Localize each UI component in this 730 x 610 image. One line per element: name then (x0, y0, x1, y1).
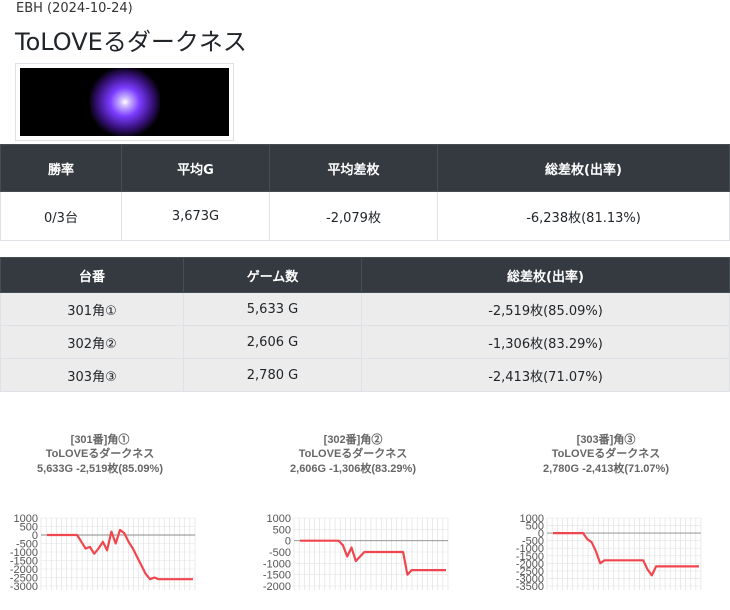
summary-total-diff: -6,238枚(81.13%) (437, 191, 730, 241)
chart-card-302: [302番]角② ToLOVEるダークネス 2,606G -1,306枚(83.29… (253, 409, 453, 610)
y-tick-label: -500 (269, 547, 291, 559)
y-tick-label: -2500 (516, 566, 544, 578)
chart-title-line: 2,606G -1,306枚(83.29%) (290, 461, 416, 475)
chart-title-line: ToLOVEるダークネス (552, 446, 661, 460)
y-tick-label: -2500 (10, 573, 38, 585)
y-tick-label: -1000 (10, 547, 38, 559)
page-title: ToLOVEるダークネス (15, 28, 247, 56)
table-row[interactable]: 303角③ 2,780 G -2,413枚(71.07%) (0, 358, 730, 392)
summary-winrate: 0/3台 (0, 191, 122, 241)
thumbnail-image (20, 68, 229, 136)
y-tick-label: -1500 (263, 570, 291, 582)
y-tick-label: -1500 (516, 551, 544, 563)
y-tick-label: -3000 (516, 573, 544, 585)
table-row[interactable]: 301角① 5,633 G -2,519枚(85.09%) (0, 292, 730, 326)
y-tick-label: 1000 (267, 513, 291, 525)
y-tick-label: -2000 (263, 581, 291, 593)
y-tick-label: -3500 (516, 581, 544, 593)
summary-table: 勝率 平均G 平均差枚 総差枚(出率) 0/3台 3,673G -2,079枚 … (0, 144, 730, 241)
chart-grid (293, 517, 449, 590)
chart-grid (546, 517, 702, 590)
machines-header-diff: 総差枚(出率) (361, 257, 730, 293)
y-tick-label: 0 (538, 528, 544, 540)
summary-avg-games: 3,673G (121, 191, 270, 241)
summary-header-avg-games: 平均G (121, 144, 270, 192)
y-tick-label: -3000 (10, 581, 38, 593)
series-line (47, 528, 193, 581)
y-tick-label: -2000 (516, 558, 544, 570)
summary-value-row: 0/3台 3,673G -2,079枚 -6,238枚(81.13%) (0, 191, 730, 241)
game-count: 5,633 G (183, 292, 362, 326)
y-tick-label: -1500 (10, 556, 38, 568)
chart-title-line: ToLOVEるダークネス (46, 446, 155, 460)
summary-avg-diff: -2,079枚 (269, 191, 438, 241)
total-diff: -2,519枚(85.09%) (361, 292, 730, 326)
chart-title-line: 5,633G -2,519枚(85.09%) (37, 461, 163, 475)
total-diff: -1,306枚(83.29%) (361, 325, 730, 359)
summary-header-total-diff: 総差枚(出率) (437, 144, 730, 192)
y-tick-label: 500 (273, 524, 291, 536)
chart-title-line: [303番]角③ (577, 432, 636, 446)
y-tick-label: -2000 (10, 564, 38, 576)
summary-header-winrate: 勝率 (0, 144, 122, 192)
chart-card-303: [303番]角③ ToLOVEるダークネス 2,780G -2,413枚(71.07… (506, 409, 706, 610)
unit-number[interactable]: 303角③ (0, 358, 184, 392)
game-count: 2,606 G (183, 325, 362, 359)
y-tick-label: -1000 (263, 558, 291, 570)
page-subtitle: EBH (2024-10-24) (16, 1, 133, 16)
series-line (300, 539, 446, 576)
y-tick-label: -1000 (516, 543, 544, 555)
chart-title-line: [302番]角② (324, 432, 383, 446)
y-tick-label: 1000 (520, 513, 544, 525)
table-row[interactable]: 302角② 2,606 G -1,306枚(83.29%) (0, 325, 730, 359)
total-diff: -2,413枚(71.07%) (361, 358, 730, 392)
y-tick-label: 0 (285, 536, 291, 548)
thumbnail-glow (90, 68, 160, 136)
chart-card-301: [301番]角① ToLOVEるダークネス 5,633G -2,519枚(85.09… (0, 409, 200, 610)
unit-number[interactable]: 302角② (0, 325, 184, 359)
summary-header-avg-diff: 平均差枚 (269, 144, 438, 192)
chart-title-line: [301番]角① (71, 432, 130, 446)
y-tick-label: 500 (526, 521, 544, 533)
chart-title-line: 2,780G -2,413枚(71.07%) (543, 461, 669, 475)
machines-header-games: ゲーム数 (183, 257, 362, 293)
unit-number[interactable]: 301角① (0, 292, 184, 326)
y-tick-label: -500 (16, 539, 38, 551)
machines-header-unit: 台番 (0, 257, 184, 293)
machines-header-row: 台番 ゲーム数 総差枚(出率) (0, 257, 730, 293)
chart-title-line: ToLOVEるダークネス (299, 446, 408, 460)
game-count: 2,780 G (183, 358, 362, 392)
machine-thumbnail (15, 63, 234, 141)
series-line (553, 531, 699, 577)
y-tick-label: -500 (522, 536, 544, 548)
machines-table: 台番 ゲーム数 総差枚(出率) 301角① 5,633 G -2,519枚(85… (0, 257, 730, 392)
y-tick-label: 500 (20, 522, 38, 534)
y-tick-label: 0 (32, 530, 38, 542)
summary-header-row: 勝率 平均G 平均差枚 総差枚(出率) (0, 144, 730, 192)
y-tick-label: 1000 (14, 513, 38, 525)
